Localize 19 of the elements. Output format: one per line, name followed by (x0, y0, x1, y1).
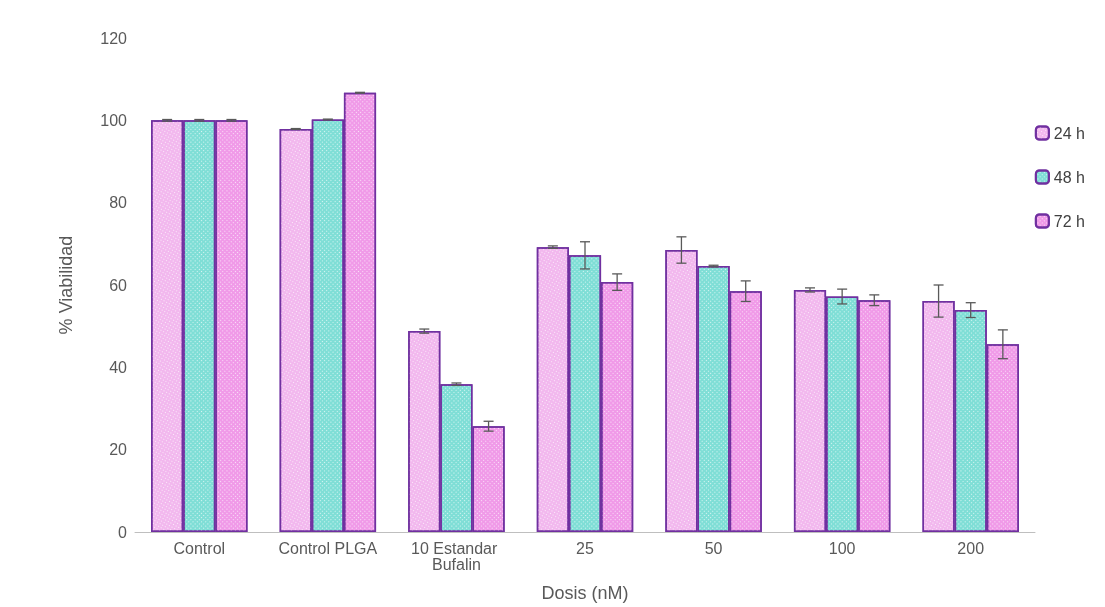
x-tick-label: 200 (957, 539, 985, 557)
y-tick-label: 120 (100, 29, 128, 47)
y-tick-label: 0 (118, 523, 128, 541)
x-axis-title: Dosis (nM) (541, 583, 629, 603)
legend-label: 48 h (1053, 168, 1085, 186)
y-tick-label: 80 (109, 194, 128, 212)
legend-label: 72 h (1053, 212, 1085, 230)
y-tick-label: 100 (100, 111, 128, 129)
legend-label: 24 h (1053, 124, 1085, 142)
x-tick-label: 25 (576, 539, 594, 557)
x-tick-label: 100 (828, 539, 856, 557)
y-tick-label: 40 (109, 358, 128, 376)
x-tick-label: Control PLGA (278, 539, 378, 557)
x-tick-label: 50 (704, 539, 723, 557)
y-tick-label: 60 (109, 276, 128, 294)
y-axis-title: % Viabilidad (56, 235, 76, 335)
x-tick-label: 10 Estandar Bufalin (411, 539, 502, 573)
x-tick-label: Control (173, 539, 226, 557)
y-tick-label: 20 (109, 441, 128, 459)
